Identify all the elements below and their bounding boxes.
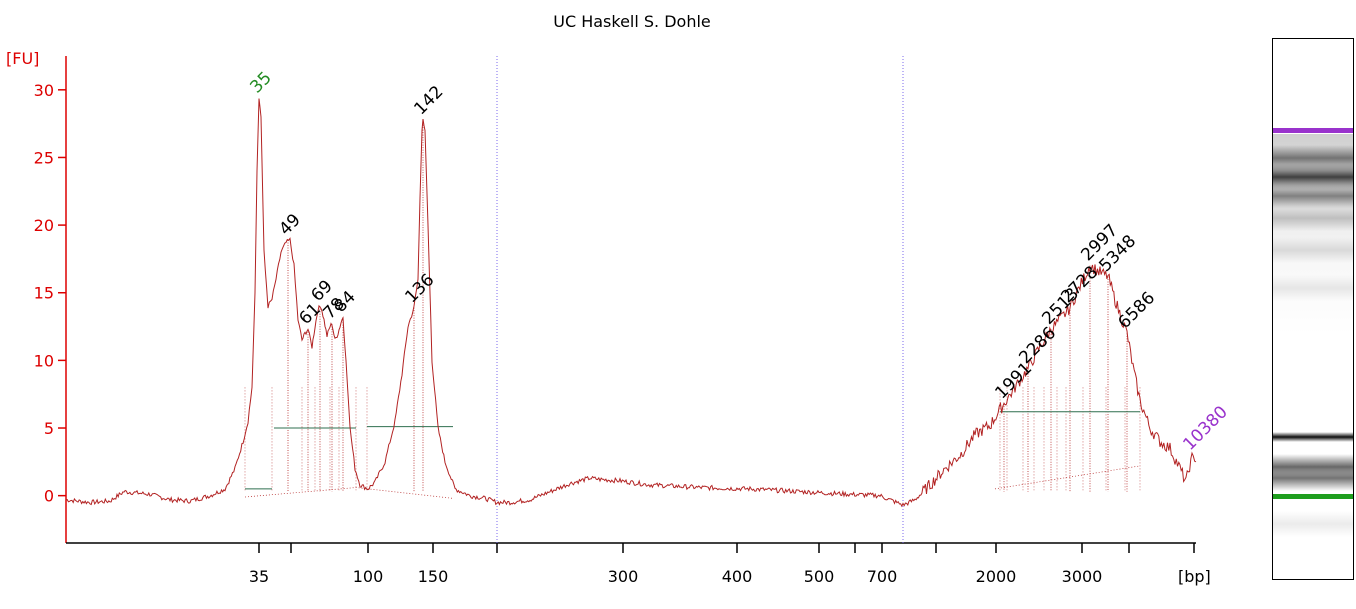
x-tick-label: 700 <box>867 567 898 586</box>
x-tick-label: 2000 <box>976 567 1017 586</box>
region-floor-line <box>994 465 1141 490</box>
gel-band <box>1273 275 1353 302</box>
peak-label: 142 <box>410 82 447 119</box>
y-axis: 0 5 10 15 20 25 30 <box>34 56 67 543</box>
peak-label: 35 <box>246 68 275 97</box>
peak-label: 10380 <box>1179 402 1231 454</box>
x-axis-label: [bp] <box>1178 567 1211 586</box>
gel-band <box>1273 465 1353 492</box>
x-tick-label: 300 <box>608 567 639 586</box>
y-tick-label: 0 <box>44 487 54 506</box>
x-tick-label: 100 <box>353 567 384 586</box>
x-tick-label: 3000 <box>1062 567 1103 586</box>
peak-label: 6586 <box>1114 288 1159 333</box>
x-tick-label: 35 <box>249 567 269 586</box>
peak-drop-lines <box>244 119 1141 499</box>
peak-label: 49 <box>275 210 304 239</box>
ruler-lines <box>496 56 904 543</box>
gel-marker-band <box>1273 494 1353 500</box>
x-axis: 35 100 150 300 400 500 700 2000 3000 <box>66 542 1196 586</box>
electropherogram-chart: UC Haskell S. Dohle [FU] [bp] 0 5 10 15 20 25… <box>6 12 1232 586</box>
y-axis-label: [FU] <box>6 49 39 68</box>
gel-band <box>1273 183 1353 210</box>
chart-title: UC Haskell S. Dohle <box>553 12 711 31</box>
region-floor-line <box>244 487 454 499</box>
y-tick-label: 20 <box>34 216 54 235</box>
gel-band <box>1273 237 1353 264</box>
gel-marker-band <box>1273 128 1353 134</box>
trace-group <box>65 98 1197 508</box>
peak-label: 136 <box>401 270 438 307</box>
y-tick-label: 25 <box>34 148 54 167</box>
gel-band <box>1273 511 1353 538</box>
gel-band <box>1273 204 1353 231</box>
y-tick-label: 5 <box>44 419 54 438</box>
y-tick-label: 15 <box>34 284 54 303</box>
x-tick-label: 500 <box>804 567 835 586</box>
y-tick-label: 10 <box>34 351 54 370</box>
x-tick-label: 150 <box>418 567 449 586</box>
trace-line <box>65 98 1197 508</box>
y-tick-label: 30 <box>34 81 54 100</box>
x-tick-label: 400 <box>722 567 753 586</box>
peak-baselines <box>245 411 1140 490</box>
gel-band <box>1273 432 1353 443</box>
gel-image-lane <box>1272 38 1354 580</box>
